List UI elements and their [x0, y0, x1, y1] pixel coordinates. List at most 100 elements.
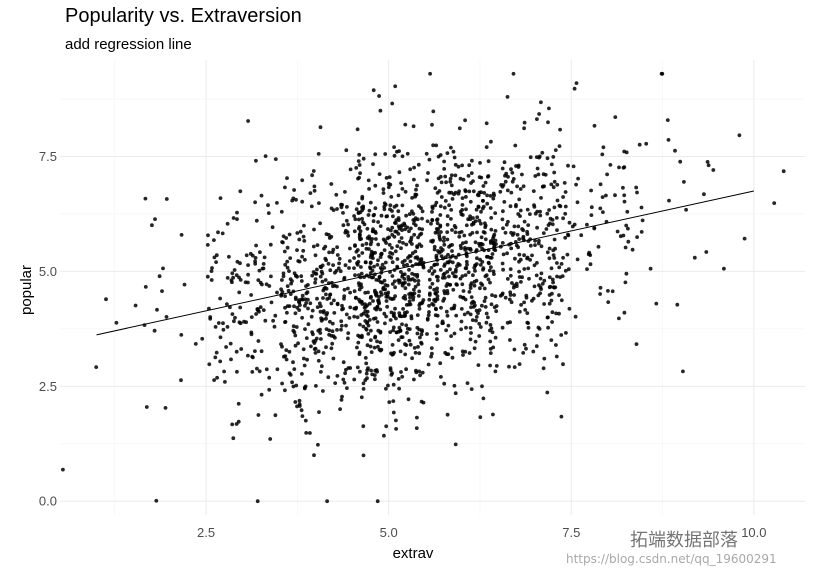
data-point [505, 95, 510, 99]
data-point [525, 311, 530, 315]
data-point [675, 302, 680, 307]
data-point [421, 265, 426, 270]
data-point [390, 232, 395, 237]
data-point [343, 263, 348, 268]
data-point [154, 498, 159, 503]
data-point [315, 267, 319, 272]
data-point [469, 171, 474, 176]
data-point [483, 295, 488, 300]
data-point [517, 362, 522, 366]
data-point [342, 287, 347, 292]
data-point [539, 271, 544, 276]
data-point [547, 275, 552, 280]
data-point [626, 239, 631, 244]
data-point [363, 356, 368, 360]
data-point [375, 263, 380, 267]
data-point [235, 259, 240, 264]
data-point [417, 369, 422, 374]
data-point [381, 285, 386, 290]
data-point [430, 122, 434, 127]
data-point [253, 349, 257, 353]
data-point [432, 262, 437, 267]
data-point [405, 151, 410, 156]
data-point [179, 333, 184, 337]
data-point [216, 321, 221, 325]
data-point [538, 209, 542, 214]
data-point [410, 242, 414, 246]
data-point [639, 205, 644, 210]
data-point [292, 271, 297, 276]
data-point [313, 277, 318, 281]
data-point [491, 269, 496, 274]
data-point [403, 294, 407, 298]
data-point [511, 231, 516, 236]
data-point [512, 293, 516, 297]
data-point [520, 172, 524, 177]
data-point [465, 381, 470, 385]
data-point [468, 286, 473, 290]
data-point [540, 150, 545, 155]
data-point [488, 194, 493, 198]
data-point [449, 145, 453, 150]
data-point [375, 369, 379, 374]
data-point [447, 274, 451, 279]
data-point [342, 294, 347, 299]
data-point [376, 298, 380, 303]
data-point [253, 261, 258, 266]
data-point [340, 307, 344, 312]
data-point [525, 229, 529, 234]
data-point [439, 230, 443, 234]
data-point [390, 274, 395, 278]
data-point [522, 267, 527, 271]
data-point [445, 222, 450, 227]
data-point [335, 284, 339, 289]
data-point [402, 221, 406, 226]
data-point [386, 185, 391, 190]
data-point [436, 275, 440, 279]
data-point [273, 413, 278, 418]
data-point [432, 269, 437, 274]
data-point [507, 297, 512, 302]
data-point [566, 232, 570, 237]
data-point [421, 400, 426, 405]
data-point [500, 292, 504, 297]
data-point [292, 330, 297, 335]
data-point [356, 333, 360, 338]
data-point [407, 267, 411, 272]
data-point [283, 294, 287, 298]
data-point [624, 150, 629, 155]
data-point [403, 297, 408, 301]
data-point [292, 367, 297, 371]
data-point [330, 321, 335, 326]
data-point [259, 193, 264, 198]
data-point [297, 237, 302, 242]
data-point [300, 178, 305, 183]
data-point [256, 339, 261, 343]
data-point [471, 305, 476, 309]
data-point [328, 268, 333, 273]
data-point [414, 368, 418, 373]
data-point [448, 179, 453, 184]
data-point [281, 271, 286, 276]
data-point [429, 221, 433, 226]
data-point [505, 188, 510, 193]
data-point [425, 316, 430, 321]
data-point [692, 255, 697, 260]
data-point [386, 383, 390, 388]
data-point [339, 319, 344, 324]
data-point [486, 277, 491, 282]
data-point [557, 293, 561, 297]
data-point [272, 324, 277, 329]
data-point [214, 253, 219, 258]
data-point [402, 272, 407, 277]
data-point [261, 308, 266, 312]
data-point [434, 143, 439, 148]
data-point [445, 230, 450, 235]
data-point [481, 198, 485, 203]
data-point [321, 351, 326, 355]
data-point [409, 226, 413, 231]
data-point [555, 274, 559, 279]
data-point [460, 163, 464, 168]
data-point [463, 349, 468, 354]
data-point [438, 268, 443, 272]
